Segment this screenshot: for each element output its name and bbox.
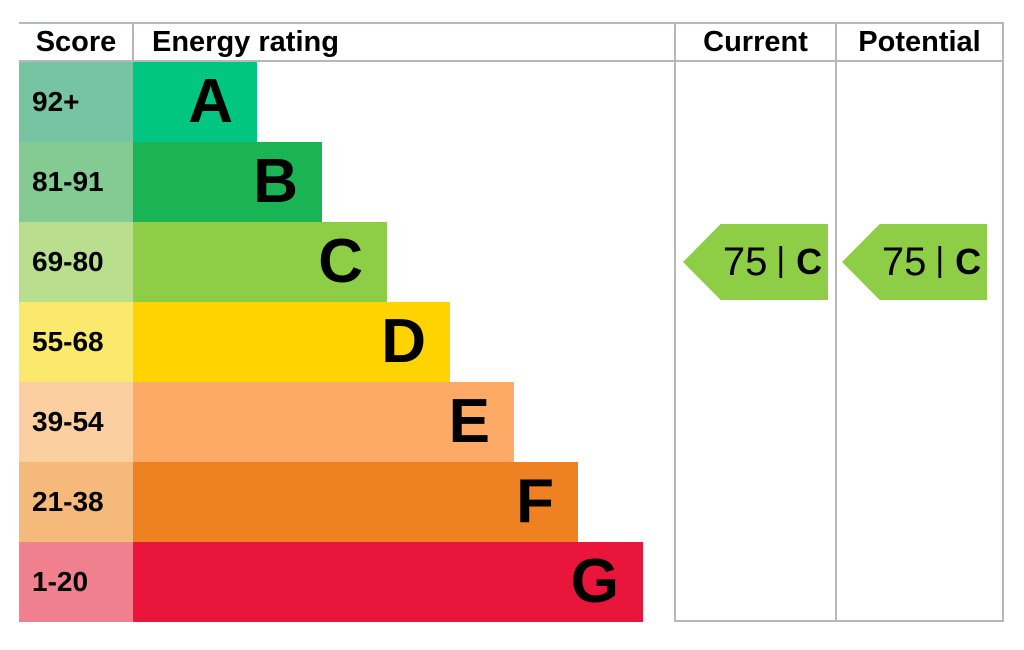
energy-rating-header-label: Energy rating	[152, 25, 339, 58]
score-cell-b: 81-91	[19, 142, 133, 222]
band-rows: 92+ A 81-91 B 69-80 C 55-68 D 39-54 E 21…	[19, 62, 1004, 622]
score-range-d: 55-68	[32, 326, 104, 357]
potential-separator: |	[935, 240, 945, 279]
score-column-header: Score	[19, 23, 133, 61]
band-bar-b: B	[133, 142, 322, 222]
current-column-left-border	[674, 22, 676, 622]
band-letter-b: B	[253, 147, 298, 216]
potential-column-header: Potential	[837, 23, 1002, 61]
band-bar-d: D	[133, 302, 450, 382]
header-divider-score	[132, 22, 134, 60]
score-cell-f: 21-38	[19, 462, 133, 542]
band-row-g: 1-20 G	[19, 542, 1004, 622]
band-bar-c: C	[133, 222, 387, 302]
score-range-b: 81-91	[32, 166, 104, 197]
score-range-f: 21-38	[32, 486, 104, 517]
band-bar-g: G	[133, 542, 643, 622]
band-letter-c: C	[318, 227, 363, 296]
header-underline	[19, 60, 1004, 62]
potential-header-label: Potential	[858, 25, 981, 58]
potential-column-left-border	[835, 22, 837, 622]
score-cell-e: 39-54	[19, 382, 133, 462]
band-row-d: 55-68 D	[19, 302, 1004, 382]
band-letter-e: E	[448, 387, 490, 456]
current-column-header: Current	[676, 23, 835, 61]
band-row-c: 69-80 C	[19, 222, 1004, 302]
potential-band-letter: C	[955, 241, 982, 282]
band-row-f: 21-38 F	[19, 462, 1004, 542]
band-bar-f: F	[133, 462, 578, 542]
band-bar-a: A	[133, 62, 257, 142]
score-header-label: Score	[35, 25, 117, 58]
band-letter-f: F	[516, 467, 554, 536]
band-letter-a: A	[188, 67, 233, 136]
band-letter-g: G	[570, 547, 619, 616]
score-range-e: 39-54	[32, 406, 104, 437]
score-cell-d: 55-68	[19, 302, 133, 382]
current-band-letter: C	[796, 241, 823, 282]
score-range-c: 69-80	[32, 246, 104, 277]
top-border-line	[19, 22, 1004, 24]
score-cell-a: 92+	[19, 62, 133, 142]
band-row-a: 92+ A	[19, 62, 1004, 142]
band-row-e: 39-54 E	[19, 382, 1004, 462]
potential-score-value: 75	[881, 239, 927, 284]
current-separator: |	[776, 240, 786, 279]
score-range-a: 92+	[32, 86, 80, 117]
energy-rating-column-header: Energy rating	[152, 23, 672, 61]
band-letter-d: D	[381, 307, 426, 376]
band-row-b: 81-91 B	[19, 142, 1004, 222]
score-cell-c: 69-80	[19, 222, 133, 302]
band-bar-e: E	[133, 382, 514, 462]
score-range-g: 1-20	[32, 566, 89, 597]
potential-column-right-border	[1002, 22, 1004, 622]
score-cell-g: 1-20	[19, 542, 133, 622]
current-score-value: 75	[722, 239, 768, 284]
current-header-label: Current	[703, 25, 808, 58]
bottom-border-line	[674, 620, 1004, 622]
